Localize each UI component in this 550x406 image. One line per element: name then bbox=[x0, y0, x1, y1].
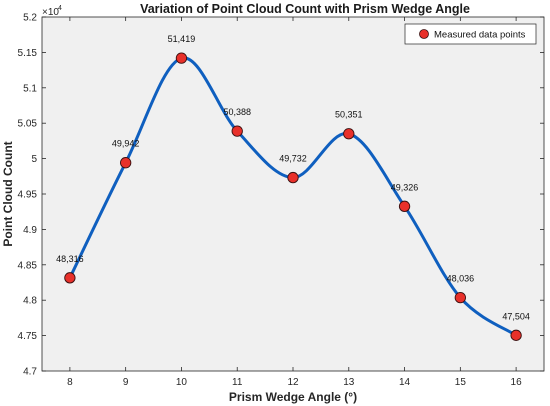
data-markers bbox=[64, 52, 522, 341]
y-tick-label: 4.85 bbox=[18, 260, 38, 271]
x-tick-label: 12 bbox=[287, 377, 299, 388]
y-tick-label: 4.75 bbox=[18, 331, 38, 342]
data-label: 48,036 bbox=[447, 274, 475, 284]
y-axis-exponent-power: 4 bbox=[58, 5, 62, 12]
x-axis-label: Prism Wedge Angle (°) bbox=[229, 390, 357, 404]
data-labels: 48,316 49,942 51,419 50,388 49,732 50,351 49,3… bbox=[56, 34, 530, 321]
x-tick-label: 15 bbox=[455, 377, 467, 388]
data-point bbox=[287, 171, 299, 184]
data-label: 51,419 bbox=[168, 34, 196, 44]
y-tick-label: 4.95 bbox=[18, 190, 38, 201]
x-tick-label: 11 bbox=[232, 377, 243, 388]
y-tick-label: 5.05 bbox=[18, 119, 38, 130]
y-axis-exponent-base: ×10 bbox=[42, 7, 59, 18]
y-tick-label: 5.15 bbox=[18, 48, 38, 59]
x-tick-label: 14 bbox=[399, 377, 411, 388]
legend-box bbox=[404, 23, 537, 45]
data-label: 49,326 bbox=[391, 182, 419, 192]
data-label: 50,388 bbox=[223, 107, 251, 117]
data-point bbox=[231, 125, 243, 137]
data-point bbox=[454, 292, 466, 304]
x-tick-label: 16 bbox=[511, 377, 523, 388]
data-point bbox=[343, 128, 355, 140]
data-label: 48,316 bbox=[56, 254, 84, 264]
x-tick-label: 8 bbox=[67, 377, 73, 388]
data-label: 47,504 bbox=[502, 311, 530, 321]
y-tick-label: 4.9 bbox=[23, 225, 37, 236]
legend: Measured data points bbox=[404, 23, 537, 45]
x-tick-label: 9 bbox=[123, 377, 129, 388]
y-tick-label: 4.8 bbox=[23, 296, 37, 307]
x-tick-label: 13 bbox=[343, 377, 355, 388]
legend-marker bbox=[419, 29, 429, 39]
y-axis-label: Point Cloud Count bbox=[1, 141, 15, 246]
y-axis: 4.7 4.75 4.8 4.85 4.9 4.95 5 5.05 5.1 5.15 5.2 bbox=[18, 13, 544, 378]
data-label: 49,732 bbox=[279, 154, 307, 164]
series-curve bbox=[68, 56, 518, 337]
y-tick-label: 5.1 bbox=[23, 83, 37, 94]
x-axis: 8 9 10 11 12 13 14 15 16 bbox=[67, 17, 522, 388]
y-tick-label: 5.2 bbox=[23, 13, 37, 24]
y-tick-label: 4.7 bbox=[23, 367, 37, 378]
data-point bbox=[120, 157, 132, 169]
x-tick-label: 10 bbox=[176, 377, 188, 388]
legend-label: Measured data points bbox=[434, 30, 526, 41]
plot-area bbox=[41, 16, 545, 372]
data-point bbox=[398, 200, 411, 212]
data-point bbox=[64, 272, 76, 284]
y-tick-label: 5 bbox=[31, 154, 37, 165]
data-label: 49,942 bbox=[112, 139, 140, 149]
data-label: 50,351 bbox=[335, 110, 363, 120]
chart-title: Variation of Point Cloud Count with Pris… bbox=[140, 2, 470, 16]
data-point bbox=[510, 329, 522, 341]
data-point bbox=[175, 52, 188, 64]
